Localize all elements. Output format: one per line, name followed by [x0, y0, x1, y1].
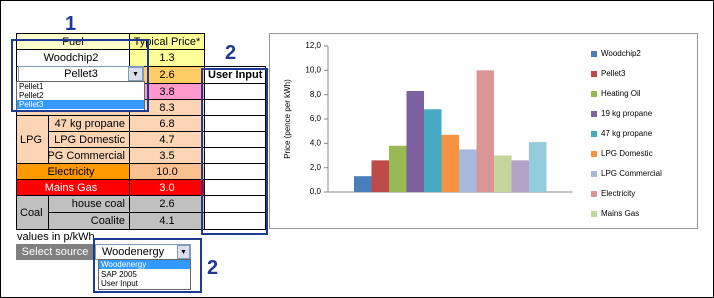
legend-swatch — [591, 191, 597, 197]
bar — [389, 145, 407, 192]
dropdown-option[interactable]: Pellet1 — [19, 82, 44, 91]
fuel-cell: house coal — [48, 195, 130, 213]
legend-swatch — [591, 211, 597, 217]
bar — [406, 91, 424, 192]
dropdown-option[interactable]: Woodenergy — [99, 260, 190, 269]
note: values in p/kWh — [17, 231, 95, 243]
price-cell: 3.5 — [129, 147, 205, 164]
legend-label: LPG Domestic — [601, 149, 653, 158]
price-cell: 2.6 — [129, 195, 205, 213]
legend-swatch — [591, 131, 597, 137]
bar — [371, 160, 389, 192]
y-tick-label: 12,0 — [305, 41, 321, 50]
fuel-cell: Woodchip2 — [16, 49, 130, 67]
legend-swatch — [591, 171, 597, 177]
price-cell: 6.8 — [129, 115, 205, 132]
price-cell: 4.7 — [129, 131, 205, 148]
fuel-cell: LPG Domestic — [48, 131, 130, 148]
legend-swatch — [591, 51, 597, 57]
y-tick-label: 8,0 — [310, 90, 322, 99]
annotation-box — [11, 39, 149, 112]
legend-label: 47 kg propane — [601, 129, 653, 138]
group-label: LPG — [16, 115, 49, 164]
dropdown-option[interactable]: Pellet2 — [19, 91, 44, 100]
bar — [511, 160, 529, 192]
chart: Price (pence per kWh) 0,0 2,0 4,0 6,0 8,0 10,… — [269, 33, 698, 229]
legend-label: Pellet3 — [601, 69, 626, 78]
user-input-cell[interactable] — [204, 212, 266, 230]
bar — [424, 109, 442, 192]
legend-label: LPG Commercial — [601, 169, 662, 178]
user-input-header: User Input — [204, 66, 266, 84]
bar — [494, 155, 512, 192]
select-source-button[interactable]: Select source — [16, 244, 94, 260]
fuel-cell: LPG Commercial — [41, 147, 130, 164]
annotation-number: 1 — [65, 13, 77, 35]
legend-label: Electricity — [601, 189, 635, 198]
annotation-box — [93, 238, 202, 293]
y-tick-label: 4,0 — [310, 138, 322, 147]
y-axis-label: Price (pence per kWh) — [283, 79, 292, 159]
legend-swatch — [591, 91, 597, 97]
price-cell: 3.0 — [129, 179, 205, 196]
legend-label: Mains Gas — [601, 209, 639, 218]
dropdown-option[interactable]: Pellet3 — [17, 100, 144, 109]
group-label: Coal — [16, 195, 49, 230]
bar — [459, 149, 477, 192]
y-tick-label: 10,0 — [305, 65, 321, 74]
y-tick-label: 0,0 — [310, 187, 322, 196]
bar — [441, 134, 459, 192]
bar — [476, 70, 494, 192]
bar — [354, 176, 372, 192]
fuel-cell: Electricity — [16, 163, 130, 180]
y-tick-label: 6,0 — [310, 114, 322, 123]
legend-swatch — [591, 111, 597, 117]
annotation-number: 2 — [207, 257, 219, 279]
y-tick-label: 2,0 — [310, 163, 322, 172]
fuel-cell: Coalite — [48, 212, 130, 230]
legend-label: 19 kg propane — [601, 109, 653, 118]
fuel-cell: 47 kg propane — [48, 115, 130, 132]
dropdown-option[interactable]: SAP 2005 — [101, 269, 137, 279]
legend-label: Woodchip2 — [601, 49, 641, 58]
price-cell: 10.0 — [129, 163, 205, 180]
legend-swatch — [591, 71, 597, 77]
annotation-box — [201, 68, 268, 235]
annotation-number: 2 — [225, 42, 237, 64]
bar — [529, 142, 547, 192]
dropdown-button[interactable]: ▼ — [177, 245, 190, 259]
legend-swatch — [591, 151, 597, 157]
legend-label: Heating Oil — [601, 89, 641, 98]
dropdown-option[interactable]: User Input — [101, 279, 138, 288]
fuel-cell: Mains Gas — [16, 179, 130, 196]
dropdown-button[interactable]: ▼ — [128, 67, 143, 81]
price-cell: 4.1 — [129, 212, 205, 230]
